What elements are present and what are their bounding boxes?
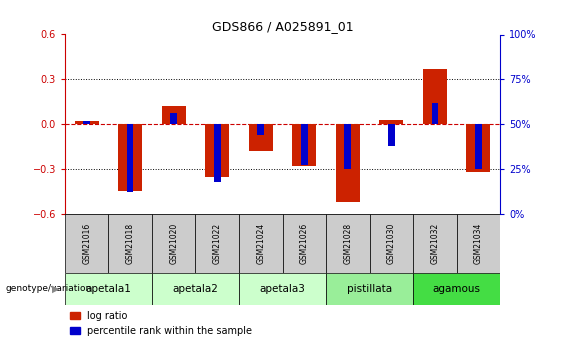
Bar [345,124,351,169]
Text: apetala3: apetala3 [259,284,306,294]
Bar [336,124,360,202]
Text: GSM21032: GSM21032 [431,223,439,264]
Text: GSM21024: GSM21024 [257,223,265,264]
Bar [118,124,142,191]
Bar [127,124,133,193]
Bar [457,214,500,273]
Bar [475,124,481,169]
Bar [152,214,195,273]
Text: genotype/variation: genotype/variation [6,284,92,294]
Bar [413,214,457,273]
Title: GDS866 / A025891_01: GDS866 / A025891_01 [212,20,353,33]
Bar [388,124,394,146]
Bar [282,214,326,273]
Bar [258,124,264,135]
Bar [379,120,403,124]
Bar [214,124,220,181]
Bar [108,214,152,273]
Bar [370,214,413,273]
Bar [466,124,490,172]
Text: GSM21026: GSM21026 [300,223,308,264]
Bar [239,273,326,305]
Bar [205,124,229,177]
Text: GSM21028: GSM21028 [344,223,352,264]
Bar [326,214,370,273]
Bar [152,273,239,305]
Bar [239,214,282,273]
Text: ▶: ▶ [52,284,59,294]
Text: agamous: agamous [433,284,480,294]
Bar [432,103,438,124]
Bar [65,273,152,305]
Text: pistillata: pistillata [347,284,392,294]
Text: GSM21034: GSM21034 [474,223,483,264]
Text: GSM21016: GSM21016 [82,223,91,264]
Bar [84,121,90,124]
Bar [249,124,273,151]
Legend: log ratio, percentile rank within the sample: log ratio, percentile rank within the sa… [70,311,253,336]
Bar [423,69,447,124]
Bar [195,214,239,273]
Text: apetala1: apetala1 [85,284,132,294]
Bar [171,114,177,124]
Text: GSM21030: GSM21030 [387,223,396,264]
Bar [65,214,108,273]
Text: GSM21018: GSM21018 [126,223,134,264]
Text: GSM21022: GSM21022 [213,223,221,264]
Bar [326,273,413,305]
Bar [301,124,307,166]
Bar [162,106,186,124]
Bar [413,273,500,305]
Bar [75,121,99,124]
Text: apetala2: apetala2 [172,284,219,294]
Text: GSM21020: GSM21020 [170,223,178,264]
Bar [292,124,316,166]
